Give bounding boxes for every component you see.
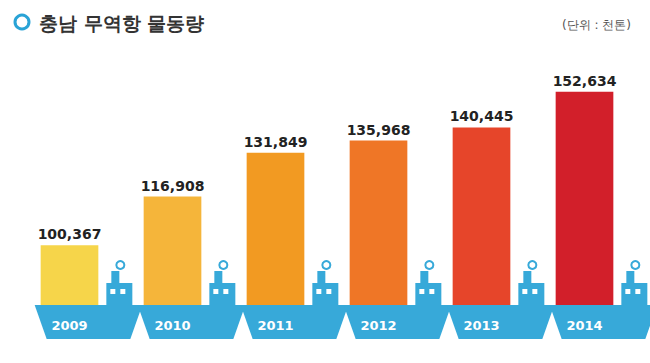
svg-text:2009: 2009 [51, 318, 87, 333]
svg-text:116,908: 116,908 [141, 178, 205, 194]
svg-text:140,445: 140,445 [450, 108, 514, 124]
svg-text:131,849: 131,849 [244, 134, 308, 150]
svg-text:2012: 2012 [360, 318, 396, 333]
svg-text:충남 무역항 물동량: 충남 무역항 물동량 [39, 12, 204, 34]
svg-text:135,968: 135,968 [347, 122, 411, 138]
svg-text:(단위 : 천톤): (단위 : 천톤) [562, 18, 631, 32]
svg-text:2011: 2011 [257, 318, 293, 333]
svg-text:2014: 2014 [566, 318, 602, 333]
svg-text:100,367: 100,367 [38, 226, 102, 242]
svg-text:2010: 2010 [154, 318, 190, 333]
svg-text:152,634: 152,634 [553, 73, 617, 89]
svg-text:2013: 2013 [463, 318, 499, 333]
